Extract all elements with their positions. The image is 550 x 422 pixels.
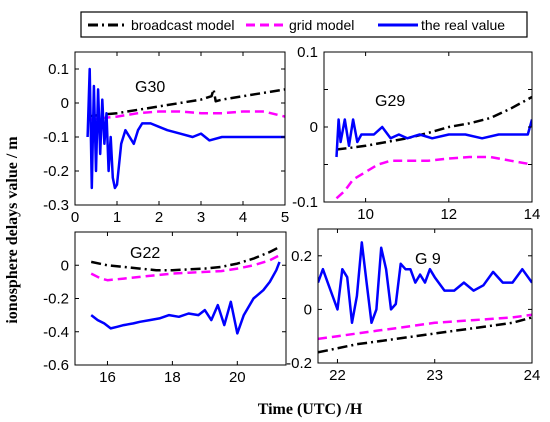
x-tick-label: 16 — [99, 369, 116, 386]
y-tick-label: 0 — [61, 257, 69, 274]
series-line-grid-model — [318, 313, 532, 341]
y-tick-label: 0 — [304, 301, 312, 318]
x-tick-label: 4 — [239, 209, 247, 226]
panel-title: G30 — [135, 79, 165, 96]
plot-frame — [317, 228, 533, 364]
series-line-the-real-value — [335, 118, 532, 158]
panel-title: G22 — [130, 245, 160, 262]
series-line-the-real-value — [318, 241, 532, 325]
x-tick-label: 14 — [524, 206, 541, 223]
x-tick-label: 1 — [113, 209, 121, 226]
legend-label-3: the real value — [421, 17, 505, 33]
y-tick-label: -0.3 — [43, 197, 69, 214]
panel-4: 22 23 24 -0.2 0 0.2 G 9 — [286, 228, 541, 384]
panel-1: 0 1 2 3 4 5 -0.3 -0.2 -0.1 0 0.1 G30 — [43, 51, 289, 226]
legend-label-2: grid model — [289, 17, 354, 33]
panel-3: 16 18 20 -0.6 -0.4 -0.2 0 G22 — [43, 231, 287, 386]
x-axis-label: Time (UTC) /H — [258, 401, 363, 418]
x-tick-label: 23 — [426, 367, 443, 384]
x-tick-label: 18 — [164, 369, 181, 386]
series-line-broadcast-model — [318, 316, 532, 354]
series-line-broadcast-model — [87, 88, 285, 118]
y-axis-label: ionosphere delays value / m — [4, 136, 21, 324]
series-line-the-real-value — [90, 261, 281, 335]
y-tick-label: -0.2 — [43, 163, 69, 180]
y-tick-label: -0.2 — [43, 291, 69, 308]
series-line-grid-model — [87, 110, 285, 122]
legend-box — [80, 11, 528, 38]
series-line-grid-model — [335, 155, 532, 200]
x-tick-label: 22 — [329, 367, 346, 384]
panel-title: G 9 — [415, 251, 441, 268]
y-tick-label: -0.4 — [43, 324, 69, 341]
x-tick-label: 3 — [197, 209, 205, 226]
x-tick-label: 2 — [155, 209, 163, 226]
x-tick-label: 10 — [357, 206, 374, 223]
series-line-broadcast-model — [90, 245, 281, 272]
x-tick-label: 5 — [281, 209, 289, 226]
panel-2: 10 12 14 -0.1 0 0.1 G29 — [292, 44, 540, 223]
series-line-the-real-value — [86, 67, 285, 190]
y-tick-label: -0.1 — [292, 194, 318, 211]
y-tick-label: -0.2 — [286, 355, 312, 372]
plot-frame — [74, 51, 286, 206]
legend-label-1: broadcast model — [131, 17, 235, 33]
y-tick-label: 0.2 — [291, 248, 312, 265]
panel-title: G29 — [375, 93, 405, 110]
x-tick-label: 20 — [229, 369, 246, 386]
y-tick-label: 0.1 — [48, 61, 69, 78]
x-tick-label: 12 — [440, 206, 457, 223]
legend: broadcast model grid model the real value — [80, 11, 528, 38]
x-tick-label: 24 — [524, 367, 541, 384]
y-tick-label: -0.1 — [43, 129, 69, 146]
y-tick-label: -0.6 — [43, 357, 69, 374]
y-tick-label: 0.1 — [297, 44, 318, 61]
series-line-broadcast-model — [336, 95, 532, 151]
series-line-grid-model — [90, 254, 281, 282]
y-tick-label: 0 — [310, 119, 318, 136]
y-tick-label: 0 — [61, 95, 69, 112]
x-tick-label: 0 — [71, 209, 79, 226]
